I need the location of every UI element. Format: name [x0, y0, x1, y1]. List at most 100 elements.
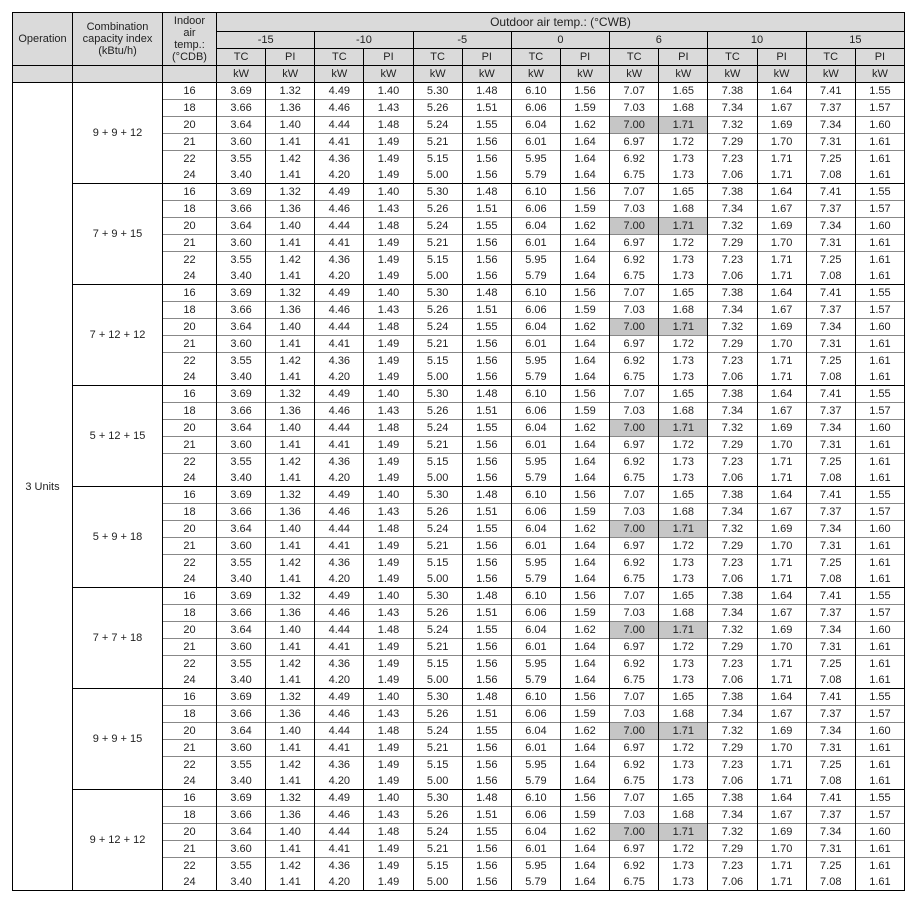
data-cell: 1.62: [560, 824, 609, 841]
data-cell: 1.62: [560, 218, 609, 235]
data-cell: 3.64: [217, 723, 266, 740]
data-cell: 5.30: [413, 386, 462, 403]
data-cell: 3.55: [217, 454, 266, 471]
data-cell: 7.23: [708, 757, 757, 774]
data-cell: 6.04: [511, 420, 560, 437]
data-cell: 5.30: [413, 184, 462, 201]
data-cell: 1.69: [757, 420, 806, 437]
data-cell: 1.72: [659, 134, 708, 151]
data-cell: 1.32: [266, 790, 315, 807]
data-cell: 7.32: [708, 723, 757, 740]
data-cell: 1.64: [560, 151, 609, 168]
data-cell: 3.64: [217, 319, 266, 336]
data-cell: 1.56: [462, 858, 511, 875]
data-cell: 1.56: [560, 184, 609, 201]
data-cell: 1.49: [364, 369, 413, 386]
data-cell: 4.44: [315, 622, 364, 639]
data-cell: 4.20: [315, 672, 364, 689]
data-cell: 7.37: [806, 403, 855, 420]
data-cell: 1.68: [659, 605, 708, 622]
data-cell: 1.49: [364, 757, 413, 774]
data-cell: 7.03: [610, 504, 659, 521]
data-cell: 1.40: [364, 487, 413, 504]
data-cell: 1.72: [659, 235, 708, 252]
data-cell: 7.07: [610, 184, 659, 201]
indoor-temp-cell: 21: [163, 538, 217, 555]
data-cell: 1.59: [560, 706, 609, 723]
data-cell: 1.61: [855, 773, 904, 790]
data-cell: 1.61: [855, 353, 904, 370]
indoor-temp-cell: 18: [163, 807, 217, 824]
data-cell: 3.55: [217, 353, 266, 370]
data-cell: 1.49: [364, 167, 413, 184]
data-cell: 1.41: [266, 874, 315, 891]
combo-cell: 9 + 9 + 12: [73, 83, 163, 184]
data-cell: 3.60: [217, 437, 266, 454]
indoor-temp-cell: 22: [163, 454, 217, 471]
data-cell: 3.40: [217, 369, 266, 386]
data-cell: 1.56: [462, 470, 511, 487]
data-cell: 1.64: [560, 639, 609, 656]
data-cell: 1.65: [659, 487, 708, 504]
data-cell: 5.95: [511, 454, 560, 471]
hdr-pi: PI: [757, 49, 806, 66]
indoor-temp-cell: 22: [163, 555, 217, 572]
data-cell: 7.34: [708, 706, 757, 723]
indoor-temp-cell: 16: [163, 790, 217, 807]
data-cell: 1.42: [266, 757, 315, 774]
data-cell: 5.26: [413, 302, 462, 319]
indoor-temp-cell: 18: [163, 201, 217, 218]
data-cell: 1.56: [462, 571, 511, 588]
data-cell: 6.06: [511, 201, 560, 218]
table-row: 5 + 12 + 15163.691.324.491.405.301.486.1…: [13, 386, 905, 403]
data-cell: 4.46: [315, 201, 364, 218]
hdr-kw: kW: [659, 66, 708, 83]
data-cell: 5.21: [413, 235, 462, 252]
data-cell: 1.64: [560, 656, 609, 673]
data-cell: 3.69: [217, 588, 266, 605]
indoor-temp-cell: 16: [163, 386, 217, 403]
data-cell: 3.40: [217, 167, 266, 184]
data-cell: 1.72: [659, 538, 708, 555]
data-cell: 1.62: [560, 723, 609, 740]
data-cell: 4.46: [315, 100, 364, 117]
hdr-iat: Indoor air temp.: (°CDB): [163, 13, 217, 66]
data-cell: 4.36: [315, 252, 364, 269]
data-cell: 3.60: [217, 336, 266, 353]
data-cell: 5.21: [413, 336, 462, 353]
data-cell: 5.30: [413, 689, 462, 706]
data-cell: 1.32: [266, 285, 315, 302]
data-cell: 7.32: [708, 824, 757, 841]
data-cell: 5.30: [413, 588, 462, 605]
data-cell: 6.75: [610, 268, 659, 285]
data-cell: 7.00: [610, 824, 659, 841]
data-cell: 1.56: [462, 151, 511, 168]
data-cell: 4.36: [315, 353, 364, 370]
data-cell: 7.38: [708, 487, 757, 504]
data-cell: 7.31: [806, 235, 855, 252]
data-cell: 1.48: [364, 824, 413, 841]
hdr-tc: TC: [708, 49, 757, 66]
data-cell: 1.65: [659, 83, 708, 100]
data-cell: 1.51: [462, 201, 511, 218]
data-cell: 1.71: [659, 723, 708, 740]
data-cell: 1.56: [462, 773, 511, 790]
data-cell: 1.41: [266, 235, 315, 252]
data-cell: 6.01: [511, 841, 560, 858]
data-cell: 1.41: [266, 639, 315, 656]
data-cell: 6.01: [511, 336, 560, 353]
data-cell: 1.73: [659, 874, 708, 891]
hdr-tc: TC: [413, 49, 462, 66]
data-cell: 1.62: [560, 521, 609, 538]
hdr-outdoor-title: Outdoor air temp.: (°CWB): [217, 13, 905, 32]
indoor-temp-cell: 16: [163, 285, 217, 302]
data-cell: 1.65: [659, 386, 708, 403]
data-cell: 4.36: [315, 858, 364, 875]
data-cell: 1.61: [855, 167, 904, 184]
indoor-temp-cell: 16: [163, 487, 217, 504]
data-cell: 7.06: [708, 369, 757, 386]
hdr-outdoor-temp: 0: [511, 32, 609, 49]
data-cell: 1.65: [659, 790, 708, 807]
data-cell: 1.71: [659, 824, 708, 841]
data-cell: 7.31: [806, 538, 855, 555]
